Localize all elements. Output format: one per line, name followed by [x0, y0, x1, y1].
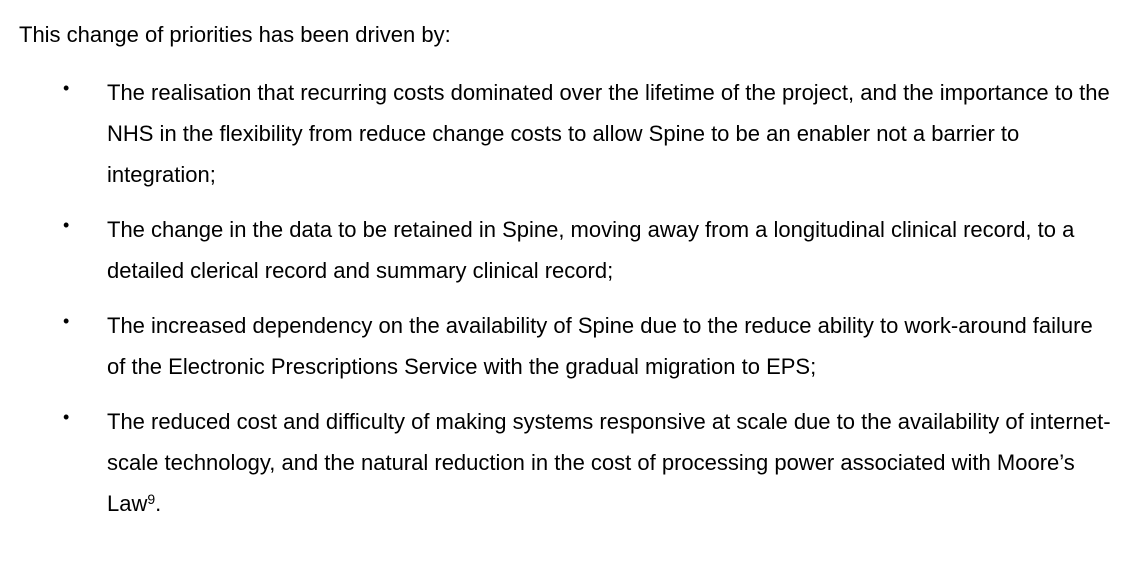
list-item-trailing-punctuation: .: [155, 491, 162, 516]
bullet-icon: •: [63, 407, 70, 427]
list-item-text: The increased dependency on the availabi…: [107, 313, 1093, 379]
list-item: • The reduced cost and difficulty of mak…: [0, 401, 1117, 524]
bullet-icon: •: [63, 78, 70, 98]
bullet-icon: •: [63, 311, 70, 331]
bullet-list: • The realisation that recurring costs d…: [0, 72, 1146, 538]
list-item: • The realisation that recurring costs d…: [0, 72, 1117, 195]
list-item-text: The realisation that recurring costs dom…: [107, 80, 1110, 187]
list-item: • The increased dependency on the availa…: [0, 305, 1117, 387]
intro-paragraph: This change of priorities has been drive…: [19, 22, 451, 47]
bullet-icon: •: [63, 215, 70, 235]
list-item-text: The change in the data to be retained in…: [107, 217, 1075, 283]
list-item: • The change in the data to be retained …: [0, 209, 1117, 291]
list-item-text: The reduced cost and difficulty of makin…: [107, 409, 1111, 516]
footnote-reference[interactable]: 9: [147, 491, 156, 507]
